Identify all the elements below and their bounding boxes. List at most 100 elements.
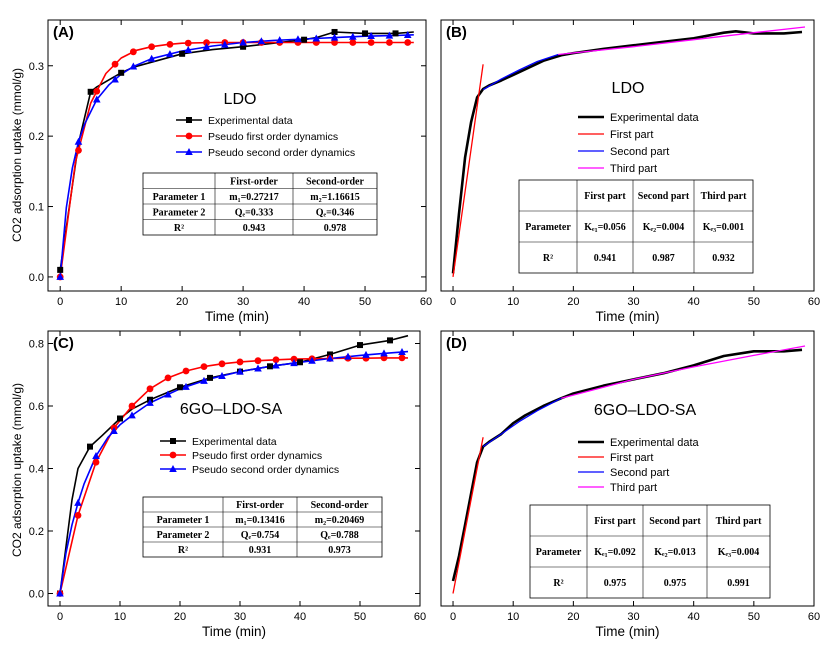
data-point-1 <box>92 458 100 466</box>
x-axis-label: Time (min) <box>205 309 269 324</box>
data-point-2 <box>74 498 82 506</box>
plot-frame <box>47 19 427 292</box>
table-cell: Qₑ=0.754 <box>241 530 280 541</box>
table-header-cell: Third part <box>701 191 748 202</box>
table-cell: Kₑ₂=0.004 <box>643 222 685 233</box>
x-tick-label: 0 <box>57 611 63 623</box>
table-header-cell: First-order <box>230 176 278 187</box>
data-point-2 <box>164 390 172 398</box>
data-point-2 <box>330 33 339 41</box>
legend-marker <box>169 465 177 472</box>
data-point-2 <box>74 137 83 145</box>
chart-title: LDO <box>224 91 257 108</box>
legend-marker <box>186 117 192 123</box>
table-header-cell: First part <box>584 191 626 202</box>
table-cell: 0.973 <box>328 545 351 556</box>
data-point-1 <box>146 385 154 393</box>
x-tick-label: 40 <box>294 611 306 623</box>
data-point-1 <box>398 354 406 362</box>
legend-marker <box>170 438 176 444</box>
data-point-1 <box>254 357 262 365</box>
table-cell: 0.931 <box>249 545 272 556</box>
legend-label: Second part <box>610 146 669 158</box>
panel-2: 0 10 20 30 40 50 60 Time (min) 0.0 0.2 0.4 0.6 0.8 CO… <box>10 330 426 639</box>
x-tick-label: 50 <box>354 611 366 623</box>
legend-marker <box>185 132 193 140</box>
y-tick-label: 0.6 <box>29 401 44 413</box>
legend-label: Experimental data <box>208 115 293 127</box>
x-tick-label: 10 <box>507 611 519 623</box>
chart-title: 6GO–LDO-SA <box>180 401 283 418</box>
data-point-2 <box>254 364 262 372</box>
x-tick-label: 30 <box>234 611 246 623</box>
data-point-1 <box>182 367 190 375</box>
param-table: First-order Second-order Parameter 1 m₁=0.2… <box>142 172 378 236</box>
param-table: First part Second part Third part Parameter… <box>518 179 754 274</box>
legend-marker <box>185 148 193 155</box>
data-point-2 <box>202 43 211 51</box>
legend-label: First part <box>610 452 653 464</box>
plot-frame <box>47 330 421 607</box>
data-point-0 <box>331 28 338 35</box>
table-cell: Qₑ=0.346 <box>316 207 355 218</box>
series-line-3 <box>558 26 806 56</box>
data-point-2 <box>308 356 316 364</box>
table-cell: Kₑ₁=0.092 <box>594 547 636 558</box>
data-point-1 <box>404 39 412 46</box>
data-point-2 <box>380 349 388 357</box>
data-point-2 <box>367 32 375 40</box>
legend-label: Experimental data <box>610 437 700 449</box>
legend-label: First part <box>610 129 653 141</box>
data-point-1 <box>184 39 192 47</box>
x-tick-label: 0 <box>450 296 456 308</box>
data-point-2 <box>403 31 412 39</box>
data-point-1 <box>128 402 136 410</box>
data-point-0 <box>87 88 94 95</box>
legend-label: Pseudo first order dynamics <box>208 131 338 143</box>
y-tick-label: 0.8 <box>29 339 44 351</box>
data-point-2 <box>257 37 266 45</box>
panel-label: (B) <box>446 24 467 41</box>
table-cell: Kₑ₃=0.001 <box>703 222 745 233</box>
x-tick-label: 20 <box>176 296 188 308</box>
x-tick-label: 30 <box>627 611 639 623</box>
table-header-cell: First part <box>594 516 636 527</box>
series-line-1 <box>452 64 484 277</box>
data-point-0 <box>240 43 247 50</box>
table-header-cell: Second part <box>649 516 701 527</box>
y-tick-label: 0.4 <box>29 464 44 476</box>
data-point-2 <box>111 75 119 83</box>
data-point-2 <box>146 398 154 406</box>
x-tick-label: 60 <box>414 611 426 623</box>
table-cell: 0.991 <box>727 578 750 589</box>
y-tick-label: 0.3 <box>29 61 44 73</box>
table-cell: m₂=1.16615 <box>310 192 360 203</box>
legend-label: Pseudo second order dynamics <box>208 147 355 159</box>
data-point-2 <box>92 452 100 459</box>
x-tick-label: 50 <box>359 296 371 308</box>
table-header-cell: Second-order <box>306 176 364 187</box>
series-line-0 <box>451 348 803 582</box>
data-point-2 <box>218 371 226 379</box>
data-point-1 <box>129 48 137 56</box>
legend-label: Experimental data <box>192 436 277 448</box>
data-point-0 <box>179 50 186 57</box>
data-point-2 <box>129 62 138 70</box>
data-point-2 <box>166 50 174 58</box>
table-cell: R² <box>543 253 553 264</box>
x-tick-label: 10 <box>114 611 126 623</box>
table-cell: R² <box>178 545 188 556</box>
data-point-1 <box>218 360 226 368</box>
y-tick-label: 0.2 <box>29 526 44 538</box>
x-tick-label: 60 <box>808 611 820 623</box>
data-point-0 <box>207 374 213 381</box>
table-cell: Kₑ₁=0.056 <box>584 222 626 233</box>
table-frame <box>529 504 771 599</box>
table-cell: 0.987 <box>652 253 675 264</box>
series-line-2 <box>482 397 562 448</box>
panel-label: (D) <box>446 335 467 352</box>
table-cell: Parameter 1 <box>157 515 210 526</box>
series-line-1 <box>452 437 484 594</box>
x-tick-label: 10 <box>507 296 519 308</box>
